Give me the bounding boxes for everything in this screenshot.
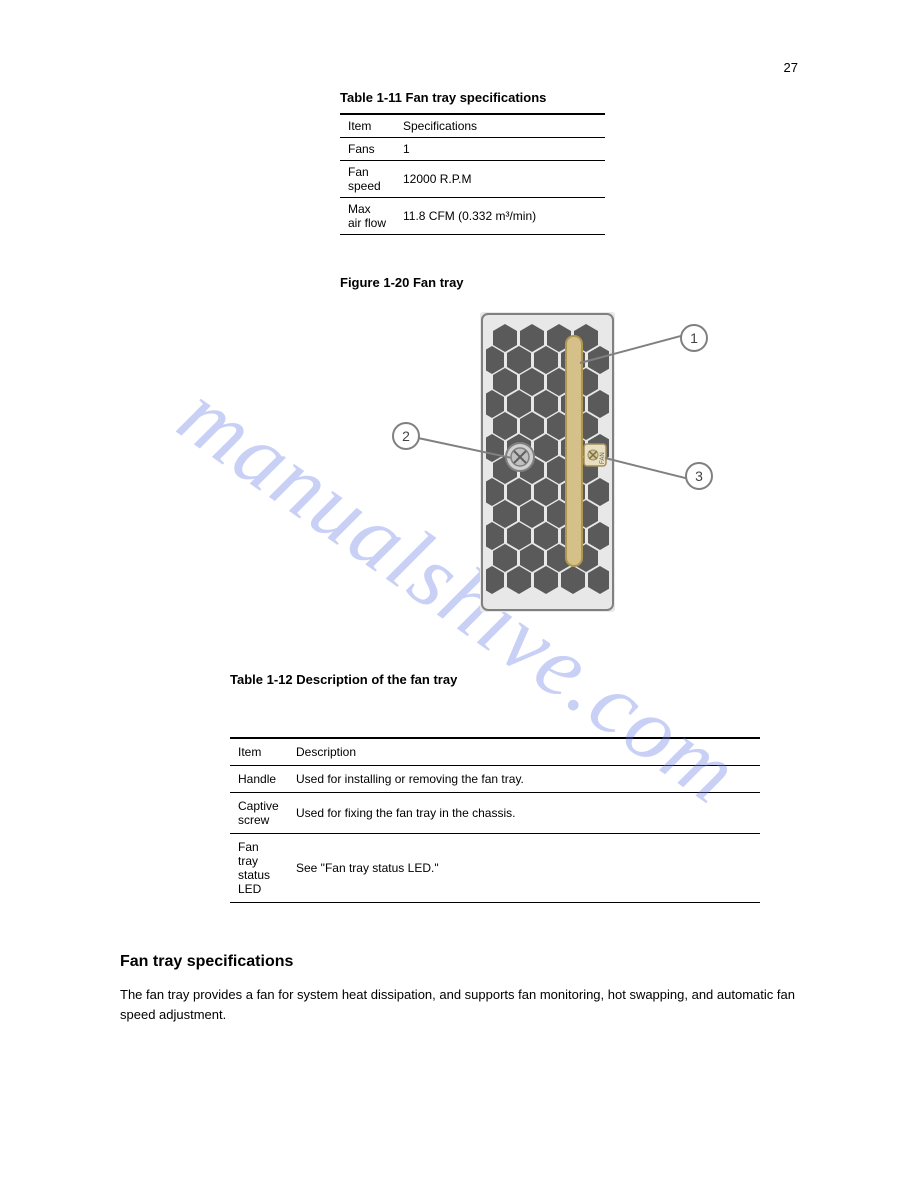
page-number: 27	[784, 60, 798, 75]
table2-header-item: Item	[230, 738, 288, 766]
table-row: Handle Used for installing or removing t…	[230, 766, 760, 793]
table-fan-description: Item Description Handle Used for install…	[230, 737, 760, 903]
table1-header-item: Item	[340, 114, 395, 138]
table-row: Max air flow 11.8 CFM (0.332 m³/min)	[340, 198, 605, 235]
table1-header-spec: Specifications	[395, 114, 605, 138]
fan-tray-figure: FAN 1 2 3	[300, 302, 760, 632]
table-row: Fans 1	[340, 138, 605, 161]
section-body: The fan tray provides a fan for system h…	[120, 985, 798, 1024]
table-row: Fan tray status LED See "Fan tray status…	[230, 834, 760, 903]
table2-caption: Table 1-12 Description of the fan tray	[230, 672, 798, 687]
section-heading: Fan tray specifications	[120, 953, 798, 971]
callout-1: 1	[680, 324, 708, 352]
callout-3: 3	[685, 462, 713, 490]
table2-header-desc: Description	[288, 738, 760, 766]
table1-caption: Table 1-11 Fan tray specifications	[340, 90, 798, 105]
table-row: Fan speed 12000 R.P.M	[340, 161, 605, 198]
figure-caption: Figure 1-20 Fan tray	[340, 275, 798, 290]
table-fan-specs: Item Specifications Fans 1 Fan speed 120…	[340, 113, 605, 235]
table-row: Captive screw Used for fixing the fan tr…	[230, 793, 760, 834]
callout-2: 2	[392, 422, 420, 450]
